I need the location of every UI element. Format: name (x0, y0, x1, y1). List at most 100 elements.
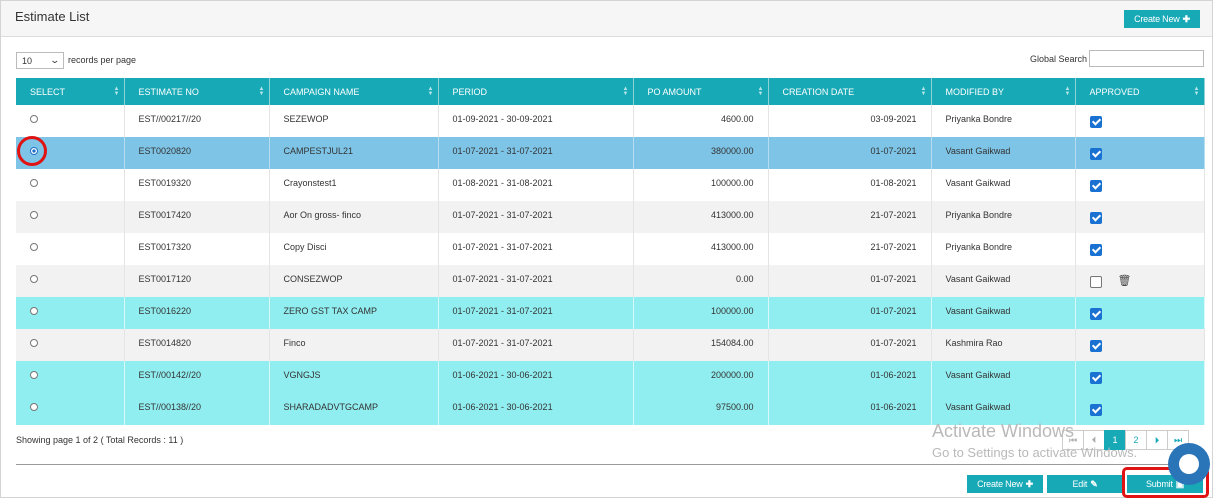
po-amount-cell: 4600.00 (633, 105, 769, 137)
po-amount-cell: 100000.00 (633, 169, 769, 201)
column-header-label: PO AMOUNT (647, 86, 702, 97)
creation-date-cell: 01-07-2021 (768, 137, 932, 169)
modified-by-cell: Priyanka Bondre (931, 201, 1076, 233)
plus-icon: ✚ (1182, 13, 1191, 24)
create-new-bottom-label: Create New (977, 479, 1023, 489)
chat-widget-icon[interactable] (1168, 443, 1210, 485)
period-cell: 01-07-2021 - 31-07-2021 (438, 297, 634, 329)
estimate-no-cell: EST0016220 (124, 297, 270, 329)
select-cell (16, 297, 125, 329)
approved-checkbox[interactable] (1089, 404, 1102, 416)
sort-icon: ▲ ▼ (1193, 86, 1200, 97)
create-new-button-bottom[interactable]: Create New ✚ (967, 475, 1043, 493)
table-row[interactable]: EST0017120 CONSEZWOP 01-07-2021 - 31-07-20… (16, 265, 1205, 297)
approved-checkbox[interactable] (1089, 148, 1102, 160)
table-info: Showing page 1 of 2 ( Total Records : 11… (16, 435, 184, 445)
approved-checkbox[interactable] (1089, 308, 1102, 320)
table-row[interactable]: EST0014820 Finco 01-07-2021 - 31-07-2021 15… (16, 329, 1205, 361)
table-row[interactable]: EST0017320 Copy Disci 01-07-2021 - 31-07-2… (16, 233, 1205, 265)
page-length-label: records per page (68, 55, 137, 65)
column-header-label: MODIFIED BY (945, 86, 1005, 97)
table-body: EST//00217//20 SEZEWOP 01-09-2021 - 30-09-… (16, 105, 1205, 425)
campaign-cell: CAMPESTJUL21 (269, 137, 439, 169)
modified-by-cell: Vasant Gaikwad (931, 137, 1076, 169)
campaign-cell: SHARADADVTGCAMP (269, 393, 439, 425)
period-cell: 01-07-2021 - 31-07-2021 (438, 201, 634, 233)
prev-page-button[interactable]: ⏴ (1083, 430, 1105, 450)
row-select-radio[interactable] (30, 115, 38, 123)
approved-cell (1075, 201, 1205, 233)
column-header-label: SELECT (30, 86, 66, 97)
po-amount-cell: 413000.00 (633, 233, 769, 265)
estimate-no-cell: EST//00217//20 (124, 105, 270, 137)
column-header[interactable]: CREATION DATE ▲ ▼ (768, 78, 932, 105)
next-page-button[interactable]: ⏵ (1146, 430, 1168, 450)
approved-cell (1075, 329, 1205, 361)
estimate-no-cell: EST0020820 (124, 137, 270, 169)
row-select-radio[interactable] (30, 307, 38, 315)
campaign-cell: ZERO GST TAX CAMP (269, 297, 439, 329)
approved-checkbox[interactable] (1089, 340, 1102, 352)
column-header[interactable]: PERIOD ▲ ▼ (438, 78, 634, 105)
approved-cell (1075, 105, 1205, 137)
column-header-label: ESTIMATE NO (138, 86, 199, 97)
column-header[interactable]: ESTIMATE NO ▲ ▼ (124, 78, 270, 105)
table-row[interactable]: EST0019320 Crayonstest1 01-08-2021 - 31-08… (16, 169, 1205, 201)
row-select-radio[interactable] (30, 275, 38, 283)
table-row[interactable]: EST0017420 Aor On gross- finco 01-07-2021 … (16, 201, 1205, 233)
sort-icon: ▲ ▼ (113, 86, 120, 97)
approved-checkbox[interactable] (1089, 180, 1102, 192)
approved-checkbox[interactable] (1089, 212, 1102, 224)
page-length-select[interactable]: 10 ⌄ (16, 52, 64, 69)
row-select-radio[interactable] (30, 179, 38, 187)
creation-date-cell: 03-09-2021 (768, 105, 932, 137)
table-row[interactable]: EST0016220 ZERO GST TAX CAMP 01-07-2021 - … (16, 297, 1205, 329)
column-header[interactable]: APPROVED ▲ ▼ (1075, 78, 1205, 105)
table-row[interactable]: EST0020820 CAMPESTJUL21 01-07-2021 - 31-07… (16, 137, 1205, 169)
table-header-row: SELECT ▲ ▼ ESTIMATE NO ▲ ▼ CAMPAIGN NAME ▲ ▼ PERI… (16, 78, 1205, 105)
global-search-input[interactable] (1089, 50, 1204, 67)
edit-label: Edit (1072, 479, 1088, 489)
row-select-radio[interactable] (30, 211, 38, 219)
panel-header: Estimate List Create New ✚ (1, 1, 1212, 37)
table-row[interactable]: EST//00138//20 SHARADADVTGCAMP 01-06-2021 … (16, 393, 1205, 425)
row-select-radio[interactable] (30, 243, 38, 251)
estimate-no-cell: EST//00138//20 (124, 393, 270, 425)
creation-date-cell: 01-07-2021 (768, 329, 932, 361)
modified-by-cell: Vasant Gaikwad (931, 393, 1076, 425)
column-header[interactable]: MODIFIED BY ▲ ▼ (931, 78, 1076, 105)
column-header-label: PERIOD (452, 86, 488, 97)
trash-icon[interactable]: 🗑 (1117, 275, 1132, 287)
create-new-button-top[interactable]: Create New ✚ (1124, 10, 1200, 28)
table-row[interactable]: EST//00142//20 VGNGJS 01-06-2021 - 30-06-2… (16, 361, 1205, 393)
select-cell (16, 201, 125, 233)
first-page-button[interactable]: ⏮ (1062, 430, 1084, 450)
approved-checkbox[interactable] (1089, 116, 1102, 128)
select-cell (16, 105, 125, 137)
sort-icon: ▲ ▼ (258, 86, 265, 97)
column-header[interactable]: PO AMOUNT ▲ ▼ (633, 78, 769, 105)
row-select-radio[interactable] (30, 403, 38, 411)
row-select-radio[interactable] (30, 371, 38, 379)
approved-checkbox[interactable] (1089, 372, 1102, 384)
footer-divider (16, 464, 1204, 465)
modified-by-cell: Vasant Gaikwad (931, 297, 1076, 329)
row-select-radio[interactable] (30, 339, 38, 347)
page-button-2[interactable]: 2 (1125, 430, 1147, 450)
approved-checkbox[interactable] (1089, 244, 1102, 256)
column-header[interactable]: CAMPAIGN NAME ▲ ▼ (269, 78, 439, 105)
sort-icon: ▲ ▼ (757, 86, 764, 97)
pagination: ⏮ ⏴ 1 2 ⏵ ⏭ (1062, 430, 1189, 450)
select-cell (16, 233, 125, 265)
approved-checkbox[interactable] (1089, 276, 1102, 288)
edit-button[interactable]: Edit ✎ (1047, 475, 1123, 493)
select-cell (16, 329, 125, 361)
period-cell: 01-08-2021 - 31-08-2021 (438, 169, 634, 201)
column-header[interactable]: SELECT ▲ ▼ (16, 78, 125, 105)
period-cell: 01-07-2021 - 31-07-2021 (438, 233, 634, 265)
table-row[interactable]: EST//00217//20 SEZEWOP 01-09-2021 - 30-09-… (16, 105, 1205, 137)
chevron-down-icon: ⌄ (49, 55, 61, 65)
page-button-1[interactable]: 1 (1104, 430, 1126, 450)
period-cell: 01-07-2021 - 31-07-2021 (438, 329, 634, 361)
